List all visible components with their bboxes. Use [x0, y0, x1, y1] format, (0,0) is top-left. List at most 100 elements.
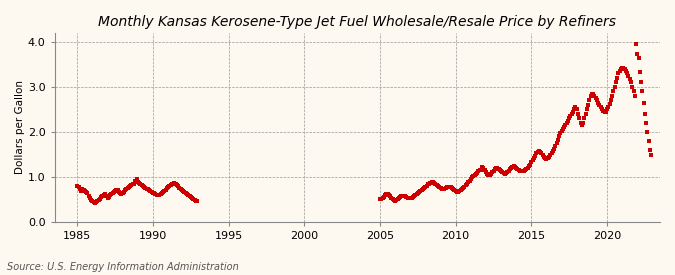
- Point: [111, 188, 122, 192]
- Point: [518, 169, 529, 173]
- Point: [636, 80, 647, 85]
- Point: [176, 187, 186, 191]
- Point: [90, 200, 101, 205]
- Point: [535, 150, 545, 154]
- Point: [584, 98, 595, 103]
- Point: [575, 121, 586, 125]
- Point: [555, 131, 566, 135]
- Point: [475, 167, 486, 172]
- Point: [167, 182, 178, 187]
- Point: [382, 192, 393, 196]
- Point: [620, 69, 631, 73]
- Point: [537, 153, 548, 157]
- Point: [541, 156, 552, 161]
- Point: [550, 144, 561, 148]
- Point: [521, 167, 532, 171]
- Point: [450, 189, 461, 193]
- Point: [136, 183, 147, 188]
- Point: [540, 156, 551, 160]
- Point: [543, 154, 554, 159]
- Point: [552, 138, 563, 142]
- Point: [402, 196, 413, 200]
- Point: [504, 169, 514, 173]
- Point: [72, 184, 82, 188]
- Point: [568, 109, 578, 114]
- Point: [430, 181, 441, 186]
- Point: [459, 185, 470, 189]
- Point: [533, 150, 543, 154]
- Point: [96, 195, 107, 200]
- Point: [379, 194, 389, 199]
- Point: [398, 193, 409, 198]
- Point: [489, 167, 500, 171]
- Point: [501, 171, 512, 175]
- Point: [416, 188, 427, 192]
- Point: [583, 103, 593, 107]
- Point: [188, 197, 198, 202]
- Point: [492, 166, 503, 170]
- Point: [112, 188, 123, 192]
- Point: [87, 199, 98, 203]
- Point: [385, 194, 396, 198]
- Point: [448, 187, 458, 192]
- Point: [130, 179, 140, 183]
- Point: [164, 184, 175, 188]
- Point: [610, 85, 620, 89]
- Point: [527, 158, 538, 162]
- Point: [547, 149, 558, 153]
- Point: [76, 189, 86, 193]
- Point: [616, 67, 626, 71]
- Point: [134, 181, 144, 185]
- Point: [626, 80, 637, 85]
- Point: [565, 114, 576, 118]
- Point: [470, 171, 481, 176]
- Point: [437, 187, 448, 191]
- Point: [441, 185, 452, 189]
- Point: [90, 201, 101, 205]
- Point: [597, 107, 608, 112]
- Point: [465, 177, 476, 181]
- Point: [392, 197, 403, 202]
- Point: [400, 194, 410, 198]
- Point: [463, 180, 474, 184]
- Point: [163, 185, 173, 189]
- Point: [131, 177, 142, 181]
- Point: [581, 107, 592, 112]
- Point: [141, 187, 152, 191]
- Point: [115, 191, 126, 196]
- Point: [556, 129, 567, 133]
- Point: [443, 185, 454, 189]
- Point: [105, 193, 115, 197]
- Point: [435, 186, 446, 190]
- Point: [561, 121, 572, 125]
- Point: [536, 151, 547, 156]
- Point: [572, 112, 583, 116]
- Point: [145, 189, 156, 193]
- Point: [117, 191, 128, 195]
- Point: [539, 154, 549, 159]
- Point: [630, 42, 641, 46]
- Point: [157, 191, 167, 195]
- Point: [482, 171, 493, 176]
- Point: [646, 153, 657, 157]
- Point: [406, 196, 417, 200]
- Point: [526, 160, 537, 165]
- Point: [456, 188, 466, 192]
- Point: [637, 89, 648, 94]
- Point: [483, 172, 494, 177]
- Point: [401, 195, 412, 199]
- Point: [530, 153, 541, 158]
- Point: [180, 191, 191, 196]
- Point: [491, 166, 502, 170]
- Point: [394, 196, 404, 200]
- Point: [126, 183, 137, 187]
- Point: [594, 103, 605, 107]
- Point: [167, 181, 178, 186]
- Point: [508, 164, 519, 169]
- Point: [517, 169, 528, 174]
- Point: [165, 183, 176, 188]
- Point: [417, 187, 428, 192]
- Point: [469, 172, 480, 177]
- Point: [80, 189, 90, 193]
- Point: [77, 187, 88, 192]
